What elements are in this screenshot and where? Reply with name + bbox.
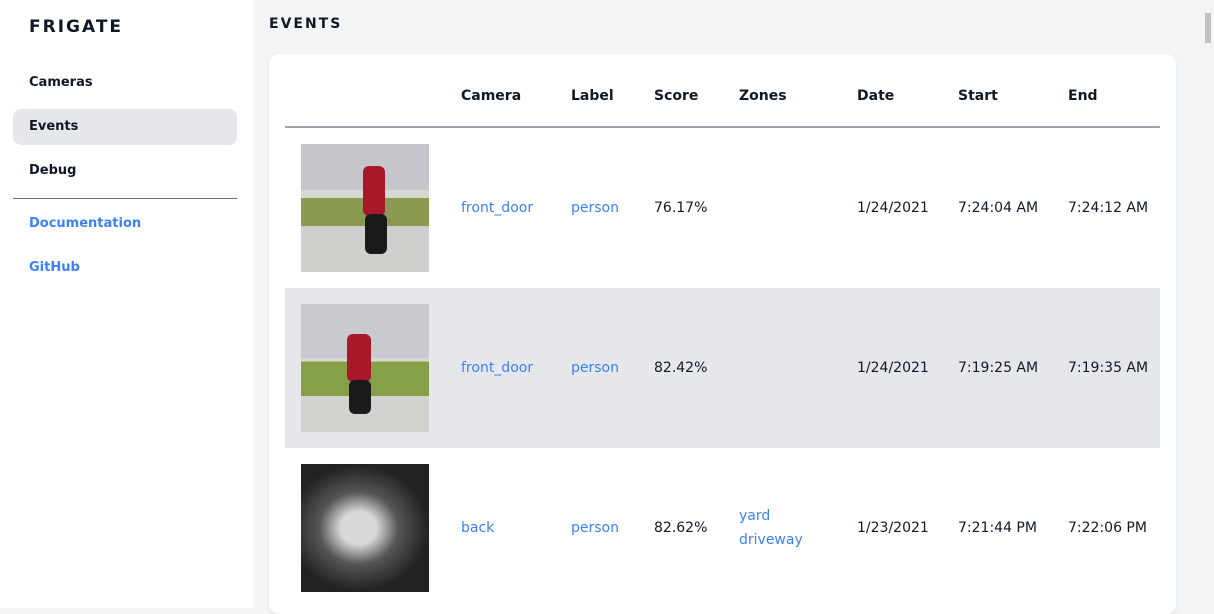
app-logo[interactable]: FRIGATE — [29, 17, 124, 37]
score: 82.42% — [654, 360, 708, 376]
score: 76.17% — [654, 200, 708, 216]
header-start: Start — [958, 88, 998, 104]
end-time: 7:19:35 AM — [1068, 360, 1149, 376]
zone-link[interactable]: yard — [739, 508, 771, 524]
event-thumbnail[interactable] — [301, 144, 429, 272]
start-time: 7:24:04 AM — [958, 200, 1039, 216]
zones: yard driveway — [739, 504, 803, 552]
zone-link[interactable]: driveway — [739, 532, 803, 548]
header-zones: Zones — [739, 88, 787, 104]
start-time: 7:19:25 AM — [958, 360, 1039, 376]
link-github[interactable]: GitHub — [29, 260, 80, 275]
header-date: Date — [857, 88, 895, 104]
scrollbar[interactable] — [1202, 0, 1214, 608]
sidebar: FRIGATE Cameras Events Debug Documentati… — [0, 0, 253, 608]
sidebar-divider — [13, 198, 237, 199]
table-row[interactable]: back person 82.62% yard driveway 1/23/20… — [285, 448, 1160, 608]
start-time: 7:21:44 PM — [958, 520, 1037, 536]
scrollbar-thumb[interactable] — [1205, 13, 1211, 43]
camera-link[interactable]: front_door — [461, 200, 534, 216]
header-end: End — [1068, 88, 1098, 104]
event-thumbnail[interactable] — [301, 304, 429, 432]
header-score: Score — [654, 88, 699, 104]
end-time: 7:24:12 AM — [1068, 200, 1149, 216]
date: 1/24/2021 — [857, 200, 929, 216]
page-title: EVENTS — [269, 16, 343, 32]
end-time: 7:22:06 PM — [1068, 520, 1147, 536]
sidebar-item-debug[interactable]: Debug — [29, 163, 77, 178]
camera-link[interactable]: back — [461, 520, 495, 536]
score: 82.62% — [654, 520, 708, 536]
table-row[interactable]: front_door person 76.17% 1/24/2021 7:24:… — [285, 128, 1160, 288]
label-link[interactable]: person — [571, 360, 619, 376]
table-row[interactable]: front_door person 82.42% 1/24/2021 7:19:… — [285, 288, 1160, 448]
header-label: Label — [571, 88, 614, 104]
date: 1/24/2021 — [857, 360, 929, 376]
sidebar-item-events[interactable]: Events — [13, 109, 237, 145]
header-camera: Camera — [461, 88, 522, 104]
sidebar-item-cameras[interactable]: Cameras — [29, 75, 93, 90]
date: 1/23/2021 — [857, 520, 929, 536]
event-thumbnail[interactable] — [301, 464, 429, 592]
camera-link[interactable]: front_door — [461, 360, 534, 376]
label-link[interactable]: person — [571, 520, 619, 536]
label-link[interactable]: person — [571, 200, 619, 216]
link-documentation[interactable]: Documentation — [29, 216, 142, 231]
header-divider — [285, 126, 1160, 128]
